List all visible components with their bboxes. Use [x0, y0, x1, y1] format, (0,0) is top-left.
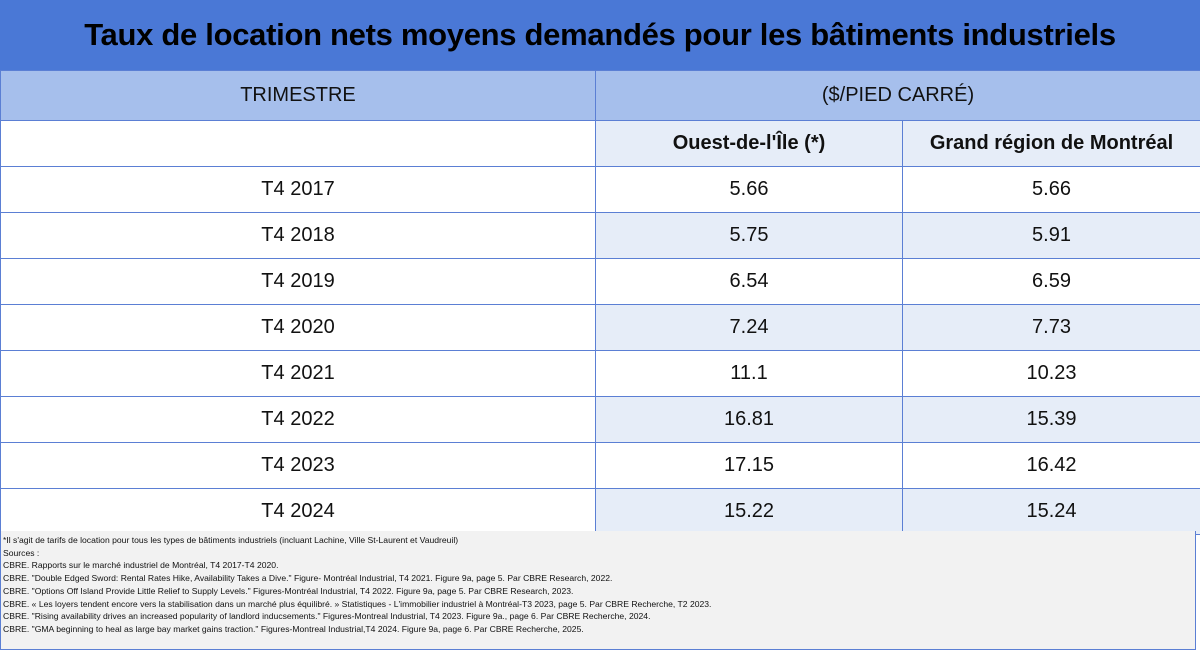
value-cell-montreal: 15.39 — [902, 396, 1200, 443]
value-cell-montreal: 15.24 — [902, 488, 1200, 535]
table-row: T4 2020 7.24 7.73 — [0, 304, 1200, 351]
value-cell-montreal: 5.66 — [902, 166, 1200, 213]
subheader-row: Ouest-de-l'Île (*) Grand région de Montr… — [0, 120, 1200, 167]
quarter-cell: T4 2018 — [0, 212, 596, 259]
value-cell-montreal: 10.23 — [902, 350, 1200, 397]
value-cell-west: 16.81 — [595, 396, 903, 443]
header-period: TRIMESTRE — [0, 70, 596, 121]
value-cell-west: 5.66 — [595, 166, 903, 213]
data-table: TRIMESTRE ($/PIED CARRÉ) Ouest-de-l'Île … — [0, 70, 1200, 535]
table-row: T4 2018 5.75 5.91 — [0, 212, 1200, 259]
value-cell-west: 5.75 — [595, 212, 903, 259]
source-notes: *Il s'agit de tarifs de location pour to… — [0, 531, 1196, 650]
table-row: T4 2022 16.81 15.39 — [0, 396, 1200, 443]
value-cell-west: 15.22 — [595, 488, 903, 535]
table-row: T4 2021 11.1 10.23 — [0, 350, 1200, 397]
series-header-montreal: Grand région de Montréal — [902, 120, 1200, 167]
note-line: CBRE. « Les loyers tendent encore vers l… — [3, 598, 712, 609]
table-row: T4 2023 17.15 16.42 — [0, 442, 1200, 489]
note-line: Sources : — [3, 547, 40, 558]
quarter-cell: T4 2017 — [0, 166, 596, 213]
value-cell-west: 17.15 — [595, 442, 903, 489]
table-row: T4 2019 6.54 6.59 — [0, 258, 1200, 305]
quarter-cell: T4 2019 — [0, 258, 596, 305]
value-cell-west: 11.1 — [595, 350, 903, 397]
quarter-cell: T4 2024 — [0, 488, 596, 535]
value-cell-montreal: 16.42 — [902, 442, 1200, 489]
quarter-cell: T4 2021 — [0, 350, 596, 397]
note-line: CBRE. "Options Off Island Provide Little… — [3, 585, 574, 596]
quarter-cell: T4 2022 — [0, 396, 596, 443]
note-line: CBRE. "Rising availability drives an inc… — [3, 611, 651, 622]
subheader-blank — [0, 120, 596, 167]
note-line: CBRE. "Double Edged Sword: Rental Rates … — [3, 573, 613, 584]
value-cell-west: 7.24 — [595, 304, 903, 351]
table-body: T4 2017 5.66 5.66 T4 2018 5.75 5.91 T4 2019 6.5… — [0, 166, 1200, 535]
table-row: T4 2017 5.66 5.66 — [0, 166, 1200, 213]
value-cell-montreal: 6.59 — [902, 258, 1200, 305]
header-unit: ($/PIED CARRÉ) — [595, 70, 1200, 121]
quarter-cell: T4 2020 — [0, 304, 596, 351]
value-cell-montreal: 7.73 — [902, 304, 1200, 351]
note-line: *Il s'agit de tarifs de location pour to… — [3, 535, 459, 545]
header-row: TRIMESTRE ($/PIED CARRÉ) — [0, 70, 1200, 121]
note-line: CBRE. Rapports sur le marché industriel … — [3, 560, 279, 571]
quarter-cell: T4 2023 — [0, 442, 596, 489]
series-header-west: Ouest-de-l'Île (*) — [595, 120, 903, 167]
table-row: T4 2024 15.22 15.24 — [0, 488, 1200, 535]
value-cell-montreal: 5.91 — [902, 212, 1200, 259]
value-cell-west: 6.54 — [595, 258, 903, 305]
chart-title: Taux de location nets moyens demandés po… — [0, 0, 1200, 70]
note-line: CBRE. "GMA beginning to heal as large ba… — [3, 623, 584, 634]
